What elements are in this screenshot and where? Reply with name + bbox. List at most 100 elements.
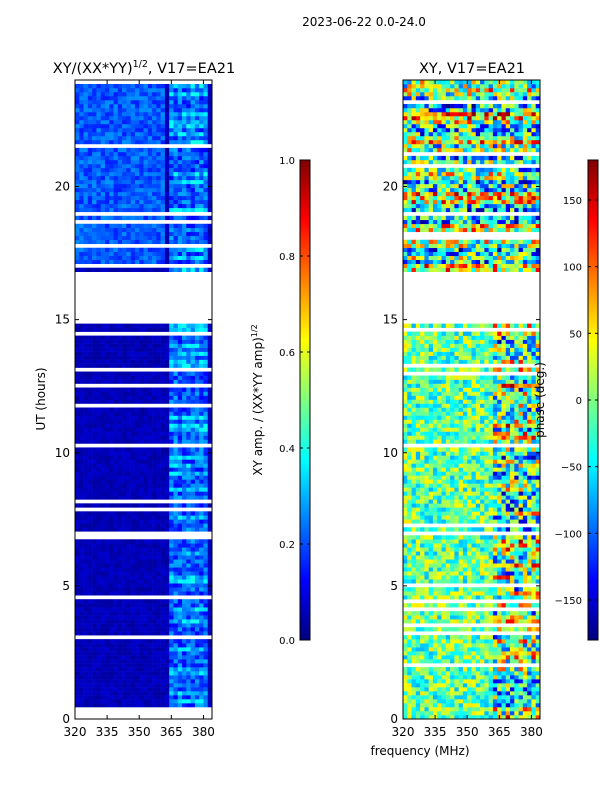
heatmap-cell [407, 651, 412, 656]
heatmap-cell [96, 91, 101, 97]
heatmap-cell [96, 703, 101, 708]
heatmap-cell [505, 711, 511, 716]
heatmap-cell [424, 643, 429, 648]
heatmap-cell [467, 687, 472, 692]
heatmap-cell [186, 139, 191, 145]
heatmap-cell [117, 659, 123, 664]
heatmap-cell [92, 83, 97, 89]
heatmap-cell [207, 679, 213, 684]
heatmap-cell [480, 667, 485, 672]
heatmap-cell [420, 651, 425, 656]
heatmap-cell [207, 419, 213, 424]
heatmap-cell [117, 427, 123, 432]
heatmap-cell [152, 447, 157, 452]
heatmap-cell [92, 335, 97, 340]
heatmap-cell [182, 627, 187, 632]
heatmap-cell [92, 547, 97, 552]
heatmap-cell [139, 363, 144, 368]
heatmap-cell [113, 579, 119, 584]
heatmap-cell [173, 351, 179, 356]
heatmap-cell [522, 603, 528, 608]
heatmap-cell [169, 231, 174, 237]
heatmap-cell [432, 619, 438, 624]
heatmap-cell [75, 87, 80, 93]
heatmap-cell [164, 183, 170, 189]
x-tick-label: 365 [160, 725, 183, 739]
heatmap-cell [194, 675, 200, 680]
heatmap-cell [462, 675, 468, 680]
heatmap-cell [415, 655, 421, 660]
heatmap-cell [87, 451, 93, 456]
heatmap-cell [471, 615, 477, 620]
heatmap-cell [199, 111, 204, 117]
heatmap-cell [117, 327, 123, 332]
heatmap-cell [134, 579, 140, 584]
heatmap-cell [173, 187, 179, 193]
heatmap-cell [117, 455, 123, 460]
heatmap-cell [194, 127, 200, 133]
heatmap-cell [480, 635, 485, 640]
heatmap-cell [75, 671, 80, 676]
heatmap-cell [143, 639, 149, 644]
heatmap-cell [501, 691, 507, 696]
heatmap-cell [199, 679, 204, 684]
heatmap-cell [83, 615, 89, 620]
heatmap-cell [152, 527, 157, 532]
heatmap-cell [169, 115, 174, 121]
heatmap-cell [100, 663, 106, 668]
heatmap-cell [104, 699, 110, 704]
heatmap-cell [484, 611, 489, 616]
heatmap-cell [407, 627, 412, 632]
heatmap-cell [134, 551, 140, 556]
heatmap-cell [139, 231, 144, 237]
heatmap-cell [462, 659, 468, 664]
heatmap-cell [514, 619, 519, 624]
heatmap-cell [480, 699, 485, 704]
heatmap-cell [104, 675, 110, 680]
heatmap-cell [207, 179, 213, 185]
heatmap-cell [169, 423, 174, 428]
heatmap-cell [190, 663, 196, 668]
heatmap-cell [432, 595, 438, 600]
heatmap-cell [535, 715, 541, 720]
heatmap-cell [104, 587, 110, 592]
heatmap-cell [510, 595, 515, 600]
heatmap-cell [100, 647, 106, 652]
heatmap-cell [143, 127, 149, 133]
heatmap-cell [152, 463, 157, 468]
heatmap-cell [100, 395, 106, 400]
heatmap-cell [100, 99, 106, 105]
heatmap-cell [139, 83, 144, 89]
heatmap-cell [514, 703, 519, 708]
heatmap-cell [177, 395, 183, 400]
heatmap-cell [109, 363, 114, 368]
heatmap-cell [96, 103, 101, 109]
heatmap-cell [194, 455, 200, 460]
heatmap-cell [462, 699, 468, 704]
heatmap-cell [96, 555, 101, 560]
heatmap-cell [143, 659, 149, 664]
heatmap-cell [182, 619, 187, 624]
heatmap-cell [518, 591, 524, 596]
heatmap-cell [79, 603, 84, 608]
heatmap-cell [113, 151, 119, 157]
heatmap-cell [527, 655, 532, 660]
heatmap-cell [104, 471, 110, 476]
heatmap-cell [109, 675, 114, 680]
heatmap-cell [96, 347, 101, 352]
heatmap-cell [177, 235, 183, 241]
heatmap-cell [100, 255, 106, 261]
heatmap-cell [79, 375, 84, 380]
heatmap-cell [160, 615, 166, 620]
heatmap-cell [164, 267, 170, 272]
heatmap-cell [92, 451, 97, 456]
heatmap-cell [126, 523, 131, 528]
heatmap-cell [87, 607, 93, 612]
heatmap-cell [207, 379, 213, 384]
heatmap-cell [160, 563, 166, 568]
heatmap-cell [96, 95, 101, 101]
heatmap-cell [122, 427, 127, 432]
heatmap-cell [126, 175, 131, 181]
heatmap-cell [173, 563, 179, 568]
heatmap-cell [182, 239, 187, 245]
